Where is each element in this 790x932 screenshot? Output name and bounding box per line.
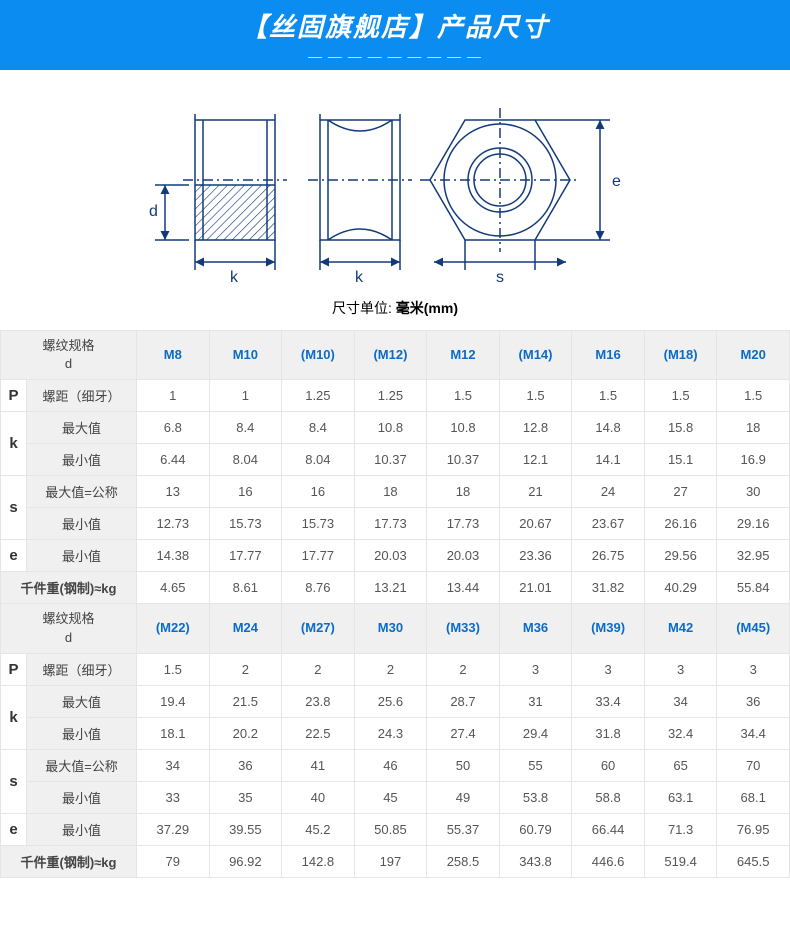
dim-label-e: e: [612, 173, 621, 190]
size-col: M36: [499, 604, 572, 653]
size-col: (M14): [499, 331, 572, 380]
size-col: (M27): [282, 604, 355, 653]
dimension-diagram: d k k: [0, 70, 790, 298]
group-P-2: P: [1, 653, 27, 685]
banner-dashes: — — — — — — — — —: [308, 48, 482, 64]
spec-table-1: 螺纹规格 d M8 M10 (M10) (M12) M12 (M14) M16 …: [0, 330, 790, 878]
group-k: k: [1, 412, 27, 476]
unit-prefix: 尺寸单位:: [332, 300, 396, 316]
group-s-2: s: [1, 749, 27, 813]
size-col: (M12): [354, 331, 427, 380]
header-banner: 【丝固旗舰店】产品尺寸 — — — — — — — — —: [0, 0, 790, 70]
row-s-nom: 最大值=公称: [27, 476, 137, 508]
row-s-min: 最小值: [27, 508, 137, 540]
group-k-2: k: [1, 685, 27, 749]
row-pitch: 螺距（细牙）: [27, 380, 137, 412]
group-e-2: e: [1, 813, 27, 845]
size-col: M30: [354, 604, 427, 653]
banner-title: 【丝固旗舰店】产品尺寸: [241, 7, 549, 44]
row-kg: 千件重(钢制)≈kg: [1, 572, 137, 604]
unit-value: 毫米(mm): [396, 300, 458, 316]
row-e-min: 最小值: [27, 540, 137, 572]
row-k-max: 最大值: [27, 412, 137, 444]
size-col: M12: [427, 331, 500, 380]
size-col: (M10): [282, 331, 355, 380]
group-P: P: [1, 380, 27, 412]
size-col: M20: [717, 331, 790, 380]
group-s: s: [1, 476, 27, 540]
group-e: e: [1, 540, 27, 572]
row-k-min: 最小值: [27, 444, 137, 476]
size-col: M10: [209, 331, 282, 380]
size-col: (M45): [717, 604, 790, 653]
size-col: M8: [137, 331, 210, 380]
dim-label-s: s: [496, 269, 504, 286]
size-col: (M18): [644, 331, 717, 380]
unit-line: 尺寸单位: 毫米(mm): [0, 298, 790, 318]
size-col: M42: [644, 604, 717, 653]
size-col: (M33): [427, 604, 500, 653]
dim-label-d: d: [149, 203, 158, 220]
size-col: M16: [572, 331, 645, 380]
dim-label-k2: k: [355, 269, 364, 286]
size-col: (M39): [572, 604, 645, 653]
dim-label-k1: k: [230, 269, 239, 286]
size-col: M24: [209, 604, 282, 653]
hdr-threadspec-2: 螺纹规格 d: [1, 604, 137, 653]
size-col: (M22): [137, 604, 210, 653]
hdr-threadspec: 螺纹规格 d: [1, 331, 137, 380]
